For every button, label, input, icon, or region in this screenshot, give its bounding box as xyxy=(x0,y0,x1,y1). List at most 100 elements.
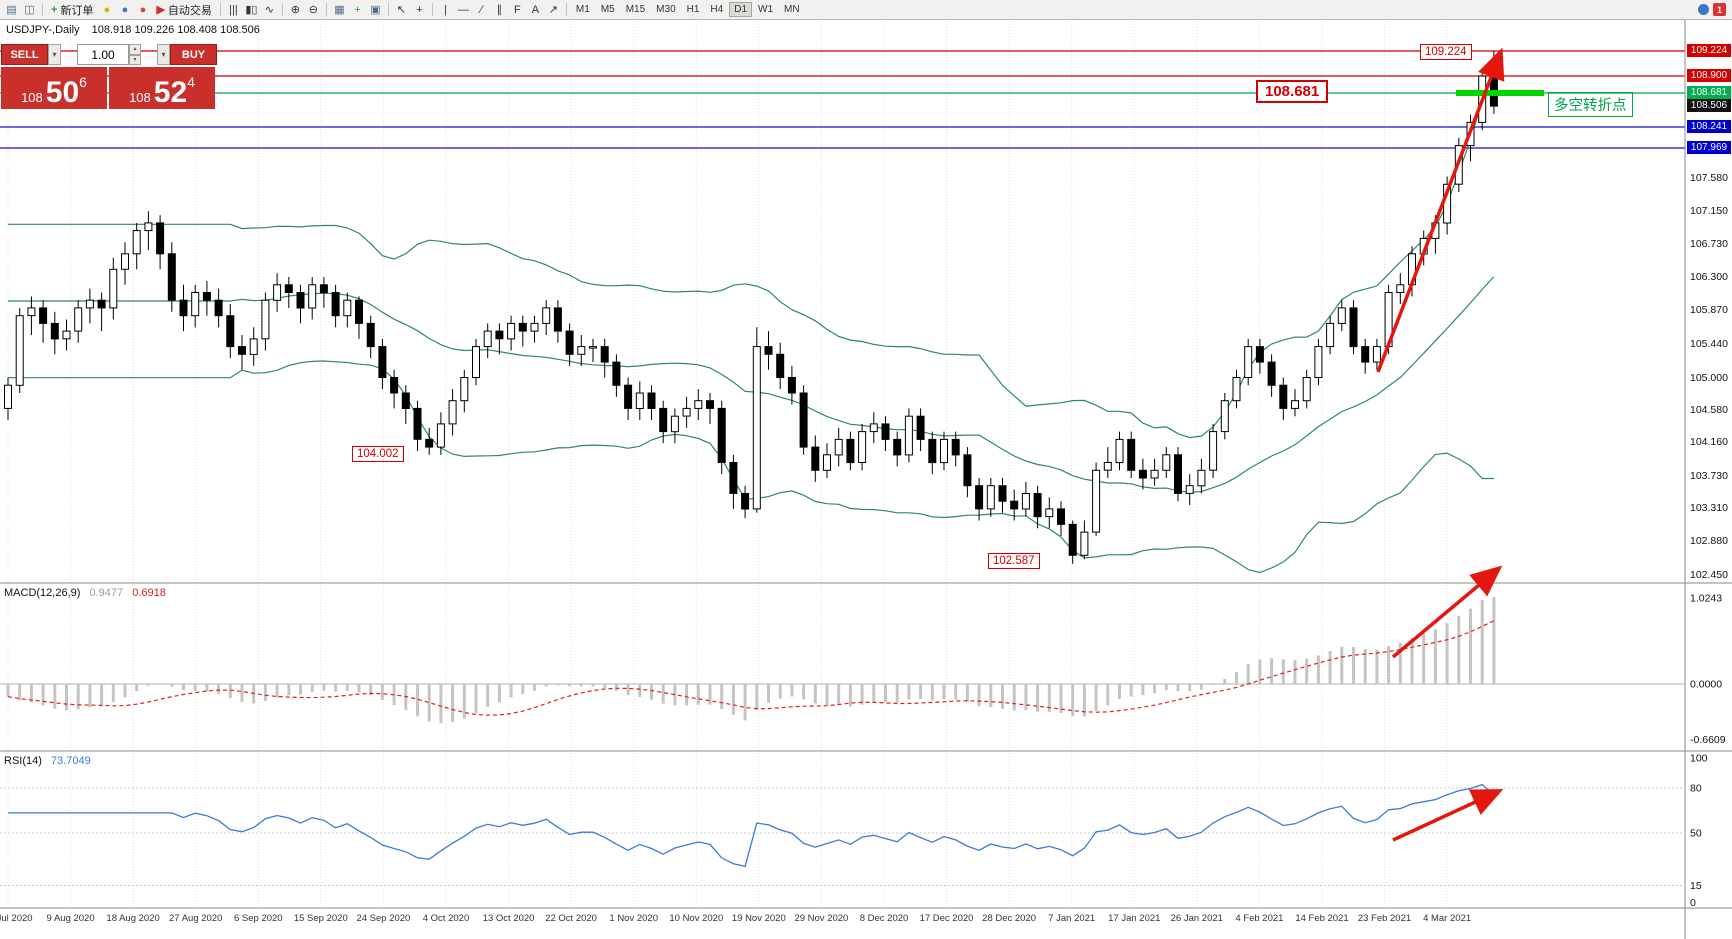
timeframe-button-h1[interactable]: H1 xyxy=(686,4,700,15)
candle-body xyxy=(624,384,633,409)
timeframe-button-h4[interactable]: H4 xyxy=(710,4,724,15)
buy-dropdown-icon[interactable]: ▾ xyxy=(157,44,170,65)
macd-main-value: 0.9477 xyxy=(89,587,124,599)
autotrade-button[interactable]: ▶ 自动交易 xyxy=(156,4,212,17)
candle-body xyxy=(565,330,574,355)
horizontal-line-icon[interactable]: ― xyxy=(457,3,469,16)
timeframe-button-w1[interactable]: W1 xyxy=(758,4,774,15)
chart-window-icon[interactable]: ▤ xyxy=(6,4,17,16)
candle-body xyxy=(284,284,293,293)
profile-icon[interactable]: ◫ xyxy=(24,4,35,16)
candle-body xyxy=(776,353,785,378)
rsi-indicator-label: RSI(14) 73.7049 xyxy=(4,755,91,767)
candle-body xyxy=(448,400,457,425)
candle-body xyxy=(378,346,387,379)
history-center-icon[interactable]: ● xyxy=(103,3,111,16)
buy-price-pips: 52 xyxy=(153,75,188,109)
sell-quote[interactable]: 108 50 6 xyxy=(1,67,107,109)
community-icon[interactable]: ● xyxy=(121,3,129,16)
annotation-pivot-price: 108.681 xyxy=(1256,80,1329,103)
tile-windows-icon[interactable]: ▦ xyxy=(334,4,345,16)
hlines-layer[interactable] xyxy=(0,50,1685,149)
svg-text:15 Sep 2020: 15 Sep 2020 xyxy=(294,913,348,924)
candle-body xyxy=(975,485,984,510)
candle-body xyxy=(202,292,211,301)
market-icon[interactable]: ● xyxy=(139,3,147,16)
candle-body xyxy=(156,222,165,255)
zoom-out-icon[interactable]: ⊖ xyxy=(308,4,319,16)
candle-body xyxy=(273,284,282,301)
toolbar-separator xyxy=(219,3,221,16)
sell-dropdown-icon[interactable]: ▾ xyxy=(48,44,61,65)
candle-body xyxy=(85,299,94,309)
candle-body xyxy=(764,346,773,355)
candle-body xyxy=(4,384,12,409)
candle-body xyxy=(1314,346,1323,379)
panel-separators[interactable] xyxy=(0,20,1732,939)
candle-body xyxy=(39,307,48,324)
svg-text:80: 80 xyxy=(1690,783,1702,795)
community-status-icon[interactable] xyxy=(1698,4,1709,15)
candle-body xyxy=(319,284,328,293)
candle-body xyxy=(951,438,960,456)
line-chart-icon[interactable]: ∿ xyxy=(264,4,275,16)
candle-body xyxy=(659,407,668,433)
candle-body xyxy=(460,377,469,402)
date-axis[interactable]: 30 Jul 2020 9 Aug 2020 18 Aug 2020 27 Aug 2… xyxy=(0,913,1471,924)
cursor-icon[interactable]: ↖ xyxy=(396,4,407,16)
timeframe-button-m5[interactable]: M5 xyxy=(600,4,615,15)
indicators-icon[interactable]: + xyxy=(354,3,361,16)
bar-chart-icon[interactable]: ||| xyxy=(229,3,238,16)
svg-text:9 Aug 2020: 9 Aug 2020 xyxy=(47,913,95,924)
candle-body xyxy=(612,361,621,386)
trade-panel-spacer xyxy=(141,44,157,65)
candle-body xyxy=(577,346,586,355)
trendline-icon[interactable]: ∕ xyxy=(480,3,483,16)
svg-text:0.0000: 0.0000 xyxy=(1690,679,1722,691)
annotation-pivot-note: 多空转折点 xyxy=(1548,92,1633,117)
text-icon[interactable]: A xyxy=(531,3,540,16)
pivot-highlight-bar[interactable] xyxy=(1456,90,1544,96)
candle-body xyxy=(1021,493,1030,510)
zoom-in-icon[interactable]: ⊕ xyxy=(290,4,301,16)
timeframe-button-m1[interactable]: M1 xyxy=(575,4,590,15)
new-order-button[interactable]: + 新订单 xyxy=(51,3,94,17)
svg-text:18 Aug 2020: 18 Aug 2020 xyxy=(106,913,159,924)
candle-body xyxy=(553,307,562,332)
timeframe-button-m30[interactable]: M30 xyxy=(656,4,676,15)
candle-body xyxy=(144,222,153,232)
arrows-layer[interactable] xyxy=(1376,47,1505,842)
sell-button[interactable]: SELL xyxy=(1,44,48,65)
templates-icon[interactable]: ▣ xyxy=(370,4,381,16)
arrows-icon[interactable]: ↗ xyxy=(548,4,559,16)
sell-price-pips: 50 xyxy=(45,75,80,109)
candle-body xyxy=(62,330,71,340)
candle-body xyxy=(1127,438,1136,471)
volume-input[interactable]: 1.00 xyxy=(77,44,129,65)
candlestick-icon[interactable]: ▮▯ xyxy=(245,4,258,16)
crosshair-icon[interactable]: + xyxy=(416,3,423,16)
buy-button[interactable]: BUY xyxy=(170,44,217,65)
candle-body xyxy=(1045,508,1054,518)
buy-quote[interactable]: 108 52 4 xyxy=(109,67,215,109)
timeframe-button-d1[interactable]: D1 xyxy=(729,2,753,17)
annotation-low1-price: 104.002 xyxy=(352,446,404,462)
toolbar: ▤ ◫ + 新订单 ● ● ● ▶ 自动交易 ||| ▮▯ ∿ ⊕ ⊖ ▦ + ▣ ↖ + | ― ∕ ∥ F A ↗ M1 M5 M1… xyxy=(0,0,1732,20)
candle-body xyxy=(823,454,831,471)
candle-body xyxy=(1349,307,1358,348)
vertical-line-icon[interactable]: | xyxy=(443,3,447,16)
candle-body xyxy=(214,299,223,317)
candle-body xyxy=(963,454,972,487)
candle-body xyxy=(834,438,843,456)
timeframe-button-mn[interactable]: MN xyxy=(784,4,800,15)
volume-stepper: ▴ ▾ xyxy=(129,44,141,65)
candle-body xyxy=(179,299,188,317)
fibonacci-icon[interactable]: F xyxy=(514,3,521,16)
timeframe-button-m15[interactable]: M15 xyxy=(625,4,646,15)
notification-badge[interactable]: 1 xyxy=(1713,3,1726,16)
channel-icon[interactable]: ∥ xyxy=(496,4,503,16)
volume-down-icon[interactable]: ▾ xyxy=(129,54,141,65)
candle-body xyxy=(109,268,118,309)
volume-up-icon[interactable]: ▴ xyxy=(129,44,141,55)
